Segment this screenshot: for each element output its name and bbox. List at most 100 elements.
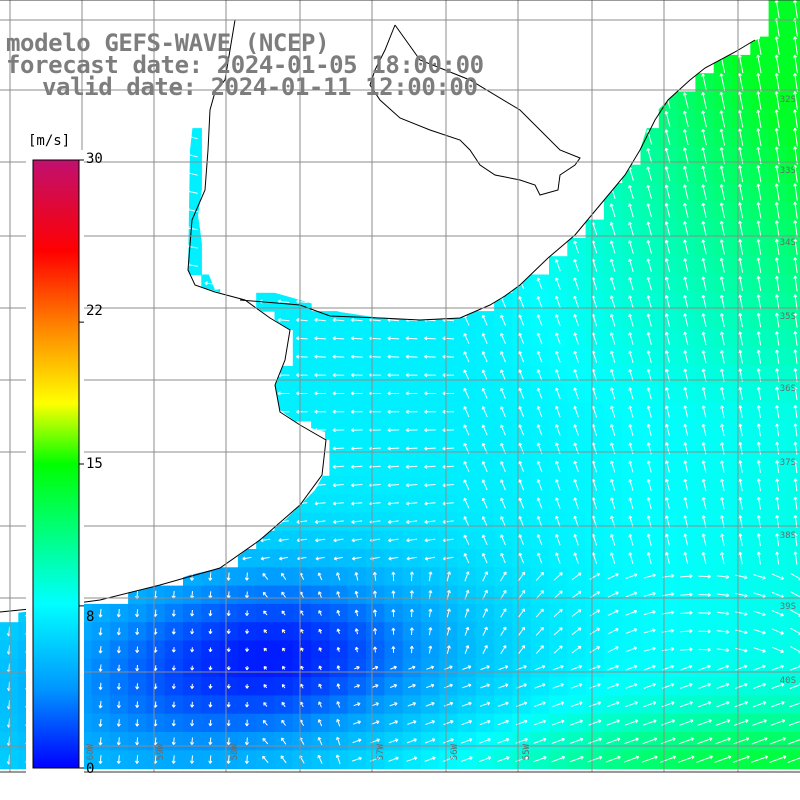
wind-arrow [552, 719, 565, 726]
wind-arrow [719, 331, 725, 346]
wind-arrow [424, 756, 436, 762]
wind-arrow [535, 590, 544, 600]
wind-arrow [424, 446, 436, 451]
wind-arrow [405, 464, 418, 469]
wind-arrow [481, 424, 488, 436]
wind-arrow [756, 109, 762, 128]
wind-arrow [481, 552, 488, 564]
wind-arrow [535, 608, 544, 618]
wind-arrow [664, 129, 671, 145]
wind-arrow [281, 629, 286, 634]
wind-arrow [716, 574, 730, 579]
wind-arrow [587, 737, 602, 745]
wind-arrow [405, 391, 418, 396]
wind-arrow [701, 551, 707, 565]
wind-arrow [628, 276, 634, 291]
wind-arrow [428, 627, 433, 636]
colorbar-tick-label: 0 [86, 761, 95, 777]
wind-arrow [405, 446, 418, 451]
wind-arrow [442, 756, 455, 762]
wind-arrow [552, 664, 564, 671]
wind-arrow [262, 755, 269, 764]
wind-cell [786, 402, 800, 422]
wind-arrow [428, 608, 433, 618]
wind-arrow [698, 664, 711, 671]
wind-arrow [665, 368, 670, 382]
wind-arrow [628, 424, 634, 436]
wind-arrow [387, 446, 400, 451]
wind-arrow [536, 332, 543, 345]
wind-arrow [461, 701, 472, 707]
wind-arrow [555, 369, 561, 381]
wind-arrow [680, 629, 693, 634]
wind-arrow [738, 368, 743, 382]
wind-arrow [354, 572, 359, 581]
wind-arrow [553, 645, 563, 654]
wind-arrow [734, 682, 748, 689]
wind-arrow [646, 478, 652, 491]
wind-arrow [646, 276, 652, 291]
wind-arrow [350, 391, 363, 396]
wind-arrow [498, 665, 509, 671]
wind-arrow [332, 464, 345, 469]
wind-cell [786, 0, 800, 19]
wind-arrow [701, 331, 707, 346]
wind-arrow [463, 351, 470, 363]
wind-arrow [606, 701, 620, 708]
wind-arrow [535, 571, 544, 581]
wind-arrow [793, 220, 798, 237]
wind-arrow [738, 460, 743, 473]
wind-arrow [116, 683, 121, 690]
wind-arrow [680, 664, 693, 671]
wind-arrow [625, 573, 638, 579]
wind-arrow [518, 608, 526, 618]
wind-arrow [683, 387, 689, 400]
wind-arrow [461, 738, 473, 744]
wind-arrow [555, 515, 561, 528]
wind-arrow [208, 610, 213, 617]
wind-arrow [738, 331, 743, 346]
wind-arrow [756, 478, 761, 492]
wind-arrow [793, 183, 798, 201]
wind-arrow [756, 460, 761, 473]
wind-arrow [387, 336, 400, 341]
wind-arrow [116, 719, 121, 727]
wind-arrow [573, 405, 579, 418]
wind-arrow [208, 755, 213, 764]
wind-arrow [646, 332, 652, 345]
wind-arrow [738, 165, 744, 183]
wind-arrow [771, 628, 784, 635]
wind-arrow [701, 313, 707, 328]
wind-arrow [646, 460, 652, 473]
wind-arrow [518, 626, 526, 636]
wind-arrow [98, 646, 103, 654]
wind-arrow [719, 184, 725, 201]
wind-arrow [555, 424, 561, 436]
wind-arrow [463, 497, 470, 509]
wind-arrow [500, 406, 506, 418]
wind-arrow [609, 295, 616, 309]
wind-arrow [642, 719, 657, 726]
wind-arrow [679, 701, 693, 708]
latitude-label: 33S [779, 166, 796, 176]
wind-arrow [244, 701, 249, 708]
wind-arrow [135, 683, 140, 690]
wind-cell [786, 603, 800, 623]
wind-arrow [332, 354, 345, 359]
wind-arrow [277, 391, 290, 396]
wind-arrow [625, 609, 638, 616]
wind-arrow [296, 519, 308, 524]
wind-arrow [333, 519, 344, 524]
wind-arrow [135, 737, 140, 746]
wind-arrow [372, 609, 377, 617]
wind-arrow [732, 755, 750, 763]
wind-cell [786, 567, 800, 587]
wind-arrow [500, 552, 506, 564]
wind-arrow [208, 628, 213, 635]
wind-arrow [171, 647, 176, 653]
wind-arrow [646, 240, 652, 254]
wind-arrow [281, 610, 286, 616]
wind-arrow [278, 538, 289, 543]
wind-arrow [464, 608, 470, 618]
